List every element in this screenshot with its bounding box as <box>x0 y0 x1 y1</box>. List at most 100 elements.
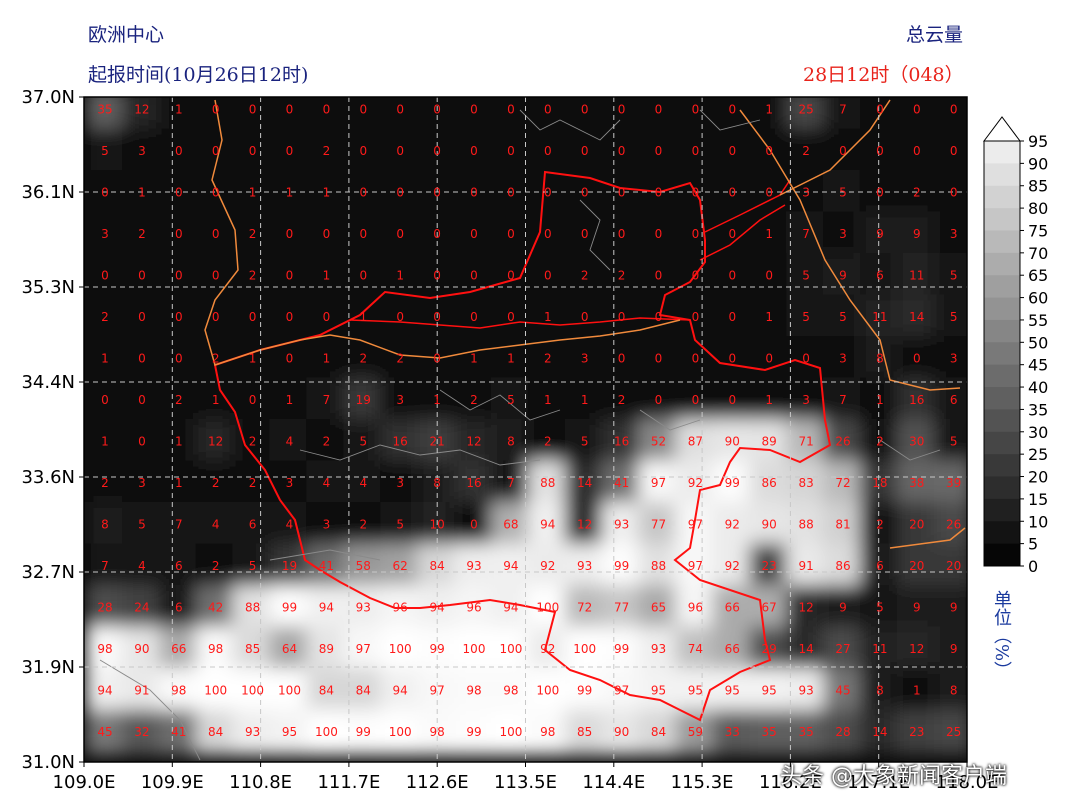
cloud-field-cell <box>306 502 347 548</box>
model-title: 欧洲中心 <box>88 24 165 46</box>
cloud-value-label: 96 <box>466 601 481 615</box>
cloud-value-label: 12 <box>208 435 223 449</box>
cloud-value-label: 100 <box>499 725 522 739</box>
cloud-field-cell <box>195 460 236 507</box>
cloud-value-label: 88 <box>651 559 666 573</box>
cloud-field-cell <box>823 336 863 382</box>
cloud-field-cell <box>638 502 679 548</box>
cloud-value-label: 1 <box>359 310 367 324</box>
cloud-field-cell <box>933 585 967 631</box>
cloud-value-label: 94 <box>540 518 555 532</box>
cloud-value-label: 94 <box>393 684 408 698</box>
cloud-value-label: 2 <box>544 435 552 449</box>
cloud-value-label: 0 <box>396 227 404 241</box>
cloud-field-cell <box>749 709 790 756</box>
cloud-value-label: 92 <box>540 559 555 573</box>
cloud-field-cell <box>527 626 568 673</box>
cloud-value-label: 98 <box>208 642 223 656</box>
cloud-field-cell <box>85 626 125 673</box>
cloud-field-cell <box>823 543 863 590</box>
cloud-field-cell <box>121 626 162 673</box>
cloud-field-cell <box>306 336 347 382</box>
cloud-value-label: 25 <box>946 725 961 739</box>
cloud-value-label: 23 <box>909 725 924 739</box>
cloud-value-label: 0 <box>470 186 478 200</box>
cloud-field-cell <box>490 626 531 673</box>
variable-title: 总云量 <box>906 24 964 46</box>
cloud-field-cell <box>749 585 790 631</box>
colorbar-tick-label: 0 <box>1028 557 1038 576</box>
cloud-value-label: 0 <box>544 144 552 158</box>
longitude-axis: 109.0E 109.9E 110.8E 111.7E 112.6E 113.5E 114.… <box>53 762 998 793</box>
cloud-value-label: 5 <box>950 310 958 324</box>
colorbar-tick-label: 10 <box>1028 512 1048 531</box>
cloud-field-cell <box>786 502 827 548</box>
cloud-field-cell <box>158 460 199 507</box>
cloud-value-label: 14 <box>798 642 813 656</box>
cloud-field-cell <box>85 253 125 299</box>
cloud-value-label: 0 <box>433 144 441 158</box>
cloud-value-label: 1 <box>433 393 441 407</box>
cloud-value-label: 100 <box>241 684 264 698</box>
cloud-field-cell <box>638 97 679 133</box>
cloud-value-label: 66 <box>725 642 740 656</box>
cloud-field-cell <box>232 543 273 590</box>
cloud-value-label: 0 <box>655 352 663 366</box>
cloud-field-cell <box>269 336 310 382</box>
cloud-field-cell <box>195 253 236 299</box>
cloud-field-cell <box>786 419 827 465</box>
colorbar-tick-label: 35 <box>1028 400 1048 419</box>
cloud-field-cell <box>454 668 494 714</box>
cloud-value-label: 84 <box>429 559 444 573</box>
cloud-value-label: 0 <box>138 393 146 407</box>
cloud-field-cell <box>269 211 310 258</box>
cloud-field-cell <box>896 377 937 424</box>
cloud-value-label: 0 <box>507 144 515 158</box>
cloud-field-cell <box>749 543 790 590</box>
cloud-value-label: 10 <box>429 518 444 532</box>
cloud-field-cell <box>712 377 753 424</box>
cloud-value-label: 11 <box>872 642 887 656</box>
cloud-field-cell <box>749 419 790 465</box>
cloud-value-label: 100 <box>389 725 412 739</box>
cloud-value-label: 0 <box>286 269 294 283</box>
cloud-value-label: 1 <box>323 352 331 366</box>
cloud-value-label: 0 <box>728 227 736 241</box>
cloud-field-cell <box>158 585 199 631</box>
cloud-field-cell <box>490 128 531 175</box>
cloud-value-label: 0 <box>544 103 552 117</box>
cloud-value-label: 0 <box>618 144 626 158</box>
cloud-value-label: 0 <box>913 144 921 158</box>
cloud-field-cell <box>454 294 494 341</box>
cloud-value-label: 45 <box>97 725 112 739</box>
cloud-value-label: 0 <box>138 435 146 449</box>
cloud-value-label: 20 <box>946 559 961 573</box>
cloud-value-label: 88 <box>245 601 260 615</box>
cloud-field-cell <box>675 211 716 258</box>
cloud-field-cell <box>232 460 273 507</box>
cloud-field-cell <box>896 97 937 133</box>
colorbar-tick-label: 50 <box>1028 333 1048 352</box>
cloud-field-cell <box>786 460 827 507</box>
cloud-value-label: 25 <box>798 103 813 117</box>
latitude-axis: 37.0N 36.1N 35.3N 34.4N 33.6N 32.7N 31.9N 31.0N <box>21 87 84 773</box>
cloud-field-cell <box>638 377 679 424</box>
cloud-value-label: 97 <box>651 476 666 490</box>
cloud-field-cell <box>158 377 199 424</box>
cloud-value-label: 97 <box>688 559 703 573</box>
cloud-value-label: 45 <box>835 684 850 698</box>
cloud-field-cell <box>896 585 937 631</box>
cloud-value-label: 84 <box>208 725 223 739</box>
cloud-field-cell <box>859 377 900 424</box>
cloud-value-label: 64 <box>282 642 297 656</box>
cloud-value-label: 100 <box>536 601 559 615</box>
cloud-value-label: 95 <box>762 684 777 698</box>
cloud-value-label: 0 <box>692 269 700 283</box>
cloud-field-cell <box>749 336 790 382</box>
cloud-field-cell <box>638 419 679 465</box>
cloud-field-cell <box>601 253 642 299</box>
cloud-field-cell <box>859 294 900 341</box>
colorbar-segment <box>984 141 1020 164</box>
cloud-field-cell <box>823 668 863 714</box>
cloud-value-label: 0 <box>101 393 109 407</box>
